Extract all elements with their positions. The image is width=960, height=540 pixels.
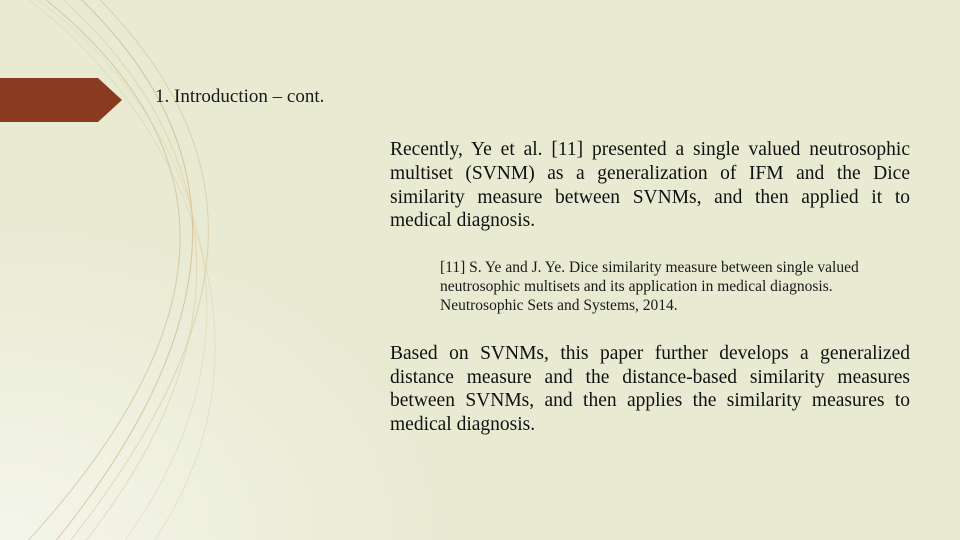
reference-citation: [11] S. Ye and J. Ye. Dice similarity me… (440, 259, 908, 316)
paragraph-2: Based on SVNMs, this paper further devel… (390, 342, 910, 437)
section-title: 1. Introduction – cont. (155, 86, 324, 108)
paragraph-1: Recently, Ye et al. [11] presented a sin… (390, 138, 910, 233)
banner-rect (0, 78, 98, 122)
section-banner (0, 78, 122, 122)
banner-arrow-icon (98, 78, 122, 122)
content-area: Recently, Ye et al. [11] presented a sin… (390, 138, 910, 437)
